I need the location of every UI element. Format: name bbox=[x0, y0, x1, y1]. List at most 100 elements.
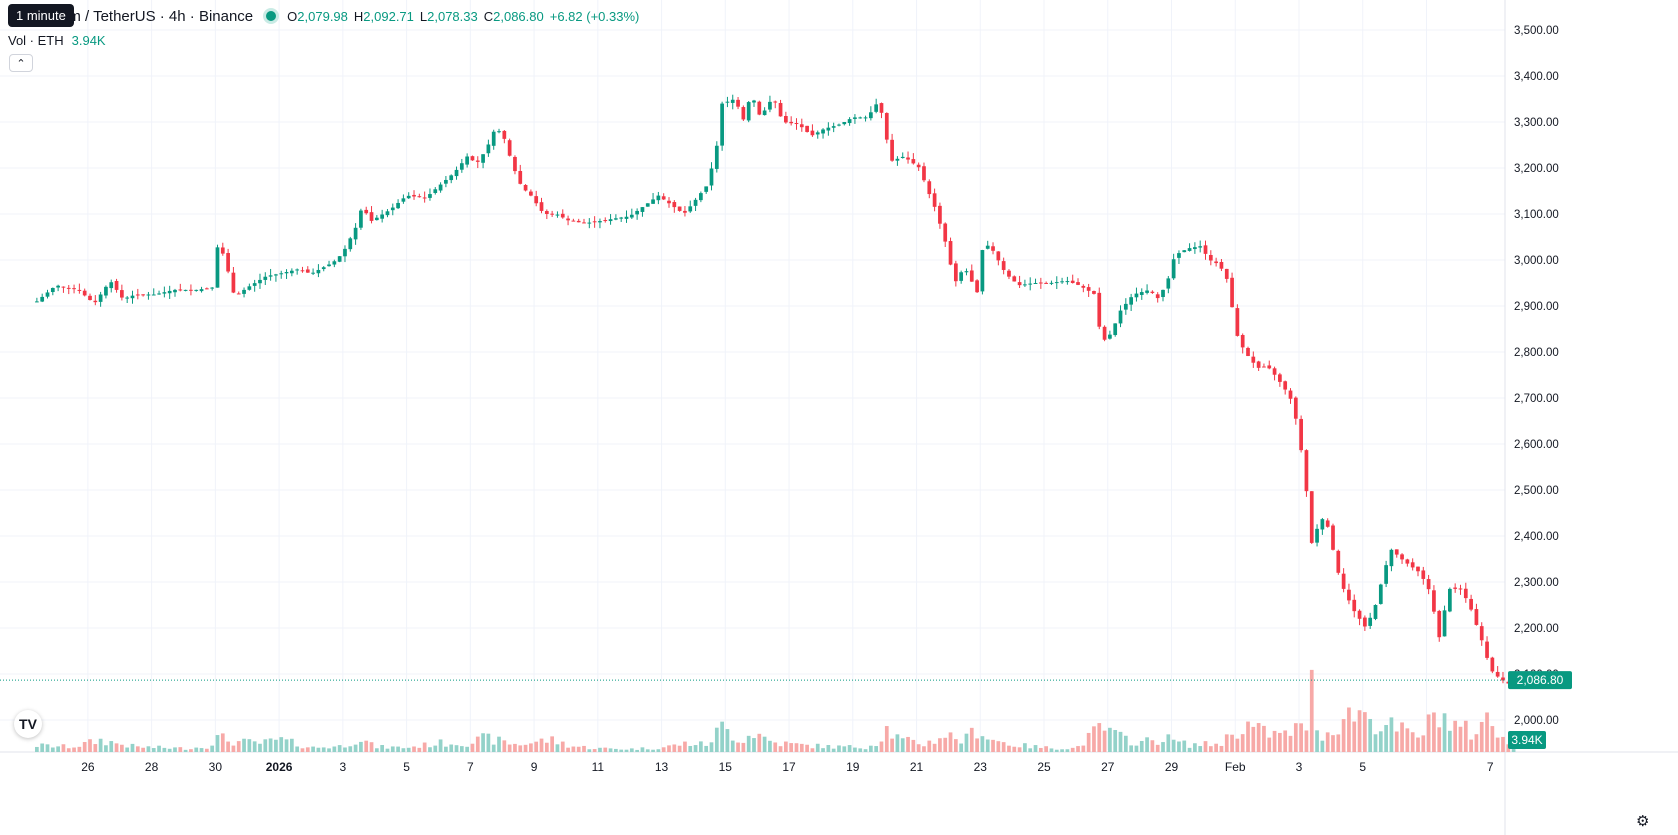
candle-body bbox=[1017, 282, 1022, 286]
volume-bar bbox=[226, 741, 230, 752]
candle-body bbox=[534, 196, 539, 204]
candle-body bbox=[1150, 291, 1155, 293]
candle-body bbox=[672, 202, 677, 208]
volume-bar bbox=[794, 743, 799, 752]
candle-body bbox=[475, 160, 480, 162]
candle-body bbox=[1044, 282, 1049, 284]
candle-body bbox=[369, 212, 374, 221]
candle-body bbox=[1373, 605, 1378, 619]
candle-body bbox=[1251, 356, 1256, 363]
candle-body bbox=[916, 164, 921, 168]
volume-bar bbox=[236, 741, 241, 752]
ohlc-open: O2,079.98 bbox=[287, 8, 348, 24]
volume-bar bbox=[672, 744, 677, 752]
volume-bar bbox=[1341, 719, 1346, 752]
candle-body bbox=[1309, 491, 1314, 543]
volume-bar bbox=[327, 748, 331, 752]
candle-body bbox=[1278, 374, 1282, 382]
volume-bar bbox=[661, 747, 666, 752]
candle-body bbox=[284, 272, 289, 274]
settings-gear-icon[interactable]: ⚙ bbox=[1636, 813, 1650, 830]
candle-body bbox=[991, 246, 995, 251]
volume-bar bbox=[364, 740, 369, 752]
candle-body bbox=[1134, 293, 1139, 298]
volume-bar bbox=[624, 749, 629, 752]
candle-body bbox=[683, 210, 687, 213]
candle-body bbox=[863, 117, 868, 119]
volume-bar bbox=[635, 749, 639, 752]
candle-body bbox=[938, 205, 942, 224]
volume-bar bbox=[417, 747, 422, 752]
volume-bar bbox=[274, 739, 278, 752]
candle-body bbox=[130, 295, 135, 299]
candle-body bbox=[114, 280, 119, 290]
volume-bar bbox=[98, 738, 103, 752]
candle-body bbox=[1283, 381, 1288, 390]
candle-body bbox=[736, 99, 740, 107]
candle-body bbox=[1405, 559, 1410, 564]
volume-bar bbox=[1501, 736, 1505, 752]
candle-body bbox=[847, 119, 852, 124]
candle-body bbox=[906, 157, 910, 160]
candle-body bbox=[1458, 588, 1463, 590]
candle-body bbox=[151, 294, 156, 296]
volume-bar bbox=[513, 743, 517, 752]
tradingview-logo-icon[interactable]: TV bbox=[14, 710, 42, 738]
candle-body bbox=[1474, 609, 1479, 625]
volume-bar bbox=[1463, 720, 1468, 752]
volume-bar bbox=[1442, 713, 1447, 752]
candle-body bbox=[50, 287, 55, 293]
candle-body bbox=[582, 222, 586, 224]
chevron-up-icon: ⌃ bbox=[16, 57, 26, 70]
volume-bar bbox=[210, 745, 215, 752]
volume-bar bbox=[1437, 727, 1442, 752]
volume-bar bbox=[980, 736, 985, 752]
candle-body bbox=[263, 276, 268, 280]
volume-bar bbox=[205, 748, 209, 752]
ohlc-close: C2,086.80 bbox=[483, 8, 544, 24]
volume-bar bbox=[1208, 746, 1213, 752]
candle-body bbox=[433, 189, 438, 193]
candle-body bbox=[82, 290, 87, 296]
candle-body bbox=[1299, 418, 1303, 451]
candle-body bbox=[1394, 549, 1399, 555]
candle-body bbox=[359, 210, 363, 228]
volume-bar bbox=[629, 748, 634, 752]
candle-body bbox=[784, 115, 788, 123]
volume-bar bbox=[385, 748, 390, 752]
candle-body bbox=[173, 289, 177, 293]
volume-bar bbox=[1171, 739, 1176, 752]
volume-bar bbox=[433, 745, 438, 752]
volume-bar bbox=[529, 743, 533, 752]
candle-body bbox=[948, 241, 953, 265]
candle-body bbox=[327, 264, 331, 267]
volume-bar bbox=[268, 738, 273, 752]
volume-bar bbox=[507, 744, 512, 752]
candle-body bbox=[1161, 289, 1165, 298]
price-tick-label: 3,200.00 bbox=[1514, 163, 1559, 175]
candle-body bbox=[741, 107, 746, 120]
ohlc-low: L2,078.33 bbox=[419, 8, 478, 24]
volume-bar bbox=[284, 739, 289, 752]
candle-body bbox=[752, 100, 756, 103]
candle-body bbox=[1426, 579, 1431, 590]
symbol-title[interactable]: um / TetherUS · 4h · Binance bbox=[60, 7, 254, 25]
volume-bar bbox=[1065, 749, 1070, 752]
candle-body bbox=[61, 286, 66, 288]
volume-bar bbox=[576, 746, 581, 752]
volume-bar bbox=[752, 738, 756, 752]
volume-bar bbox=[120, 744, 124, 752]
candle-body bbox=[311, 272, 315, 274]
candle-body bbox=[1315, 528, 1319, 543]
candle-body bbox=[964, 271, 969, 273]
volume-bar bbox=[438, 739, 443, 752]
candle-body bbox=[1224, 268, 1229, 279]
candle-body bbox=[305, 269, 310, 273]
volume-bar bbox=[550, 736, 554, 752]
candle-body bbox=[523, 184, 528, 191]
collapse-legend-button[interactable]: ⌃ bbox=[9, 54, 33, 72]
candle-body bbox=[491, 131, 496, 146]
candle-body bbox=[337, 256, 342, 262]
market-status-icon[interactable] bbox=[263, 8, 280, 24]
